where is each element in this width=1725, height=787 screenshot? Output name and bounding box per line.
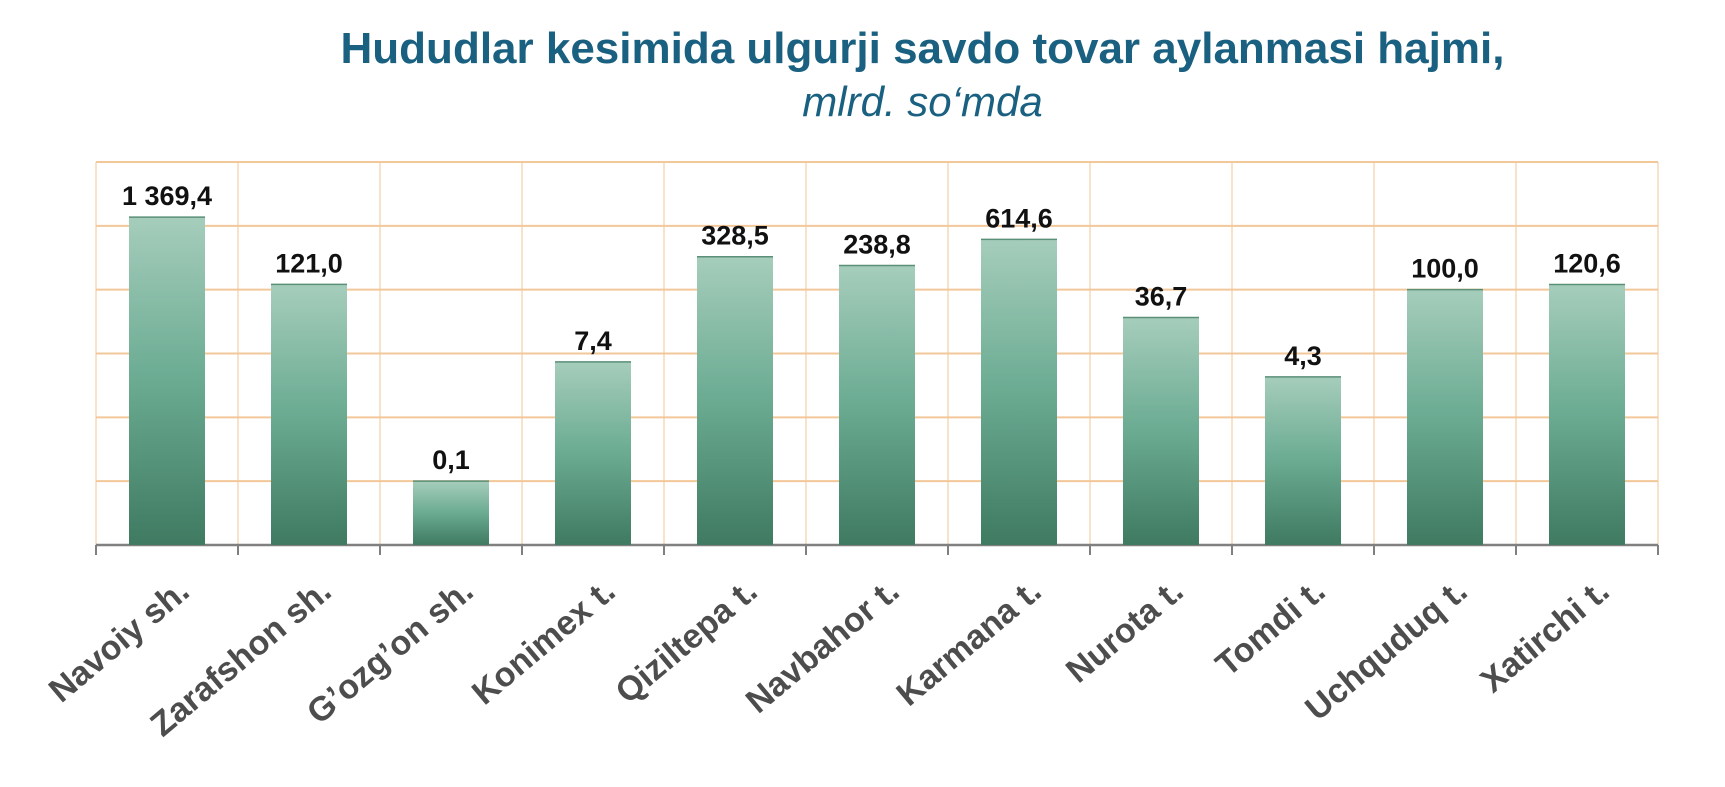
category-label: Tomdi t. (1209, 572, 1333, 684)
chart-subtitle: mlrd. so‘mda (802, 78, 1043, 125)
data-label: 4,3 (1284, 341, 1322, 371)
bar (981, 239, 1057, 545)
category-label: Xatirchi t. (1473, 572, 1616, 701)
bar (129, 217, 205, 545)
data-label: 120,6 (1553, 248, 1621, 278)
data-label: 121,0 (275, 248, 343, 278)
bars-group (129, 216, 1625, 545)
category-label: Nurota t. (1059, 572, 1191, 691)
bar (271, 284, 347, 545)
category-label: Karmana t. (889, 572, 1048, 714)
data-label: 100,0 (1411, 254, 1479, 284)
bar (697, 256, 773, 545)
chart-title: Hududlar kesimida ulgurji savdo tovar ay… (340, 24, 1505, 73)
category-label: Navbahor t. (739, 572, 907, 721)
data-label: 0,1 (432, 445, 470, 475)
value-labels-group: 1 369,4 121,0 0,1 7,4 328,5 238,8 614,6 36,7 4,3… (122, 181, 1621, 475)
bar (1265, 376, 1341, 545)
data-label: 328,5 (701, 221, 769, 251)
data-label: 238,8 (843, 230, 911, 260)
bar (555, 361, 631, 545)
data-label: 614,6 (985, 203, 1053, 233)
category-label: Konimex t. (465, 572, 623, 713)
data-label: 7,4 (574, 326, 612, 356)
chart-title-block: Hududlar kesimida ulgurji savdo tovar ay… (0, 24, 1725, 126)
bar (1407, 289, 1483, 545)
category-labels-group: Navoiy sh.Zarafshon sh.G’ozg’on sh.Konim… (42, 572, 1617, 744)
bar (1549, 284, 1625, 545)
bar (413, 481, 489, 545)
data-label: 1 369,4 (122, 181, 212, 211)
bar (839, 265, 915, 545)
data-label: 36,7 (1135, 281, 1188, 311)
bar (1123, 317, 1199, 545)
